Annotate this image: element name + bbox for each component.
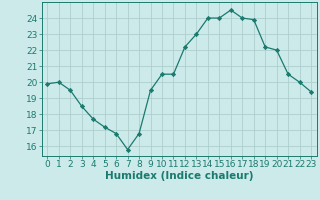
X-axis label: Humidex (Indice chaleur): Humidex (Indice chaleur) bbox=[105, 171, 253, 181]
